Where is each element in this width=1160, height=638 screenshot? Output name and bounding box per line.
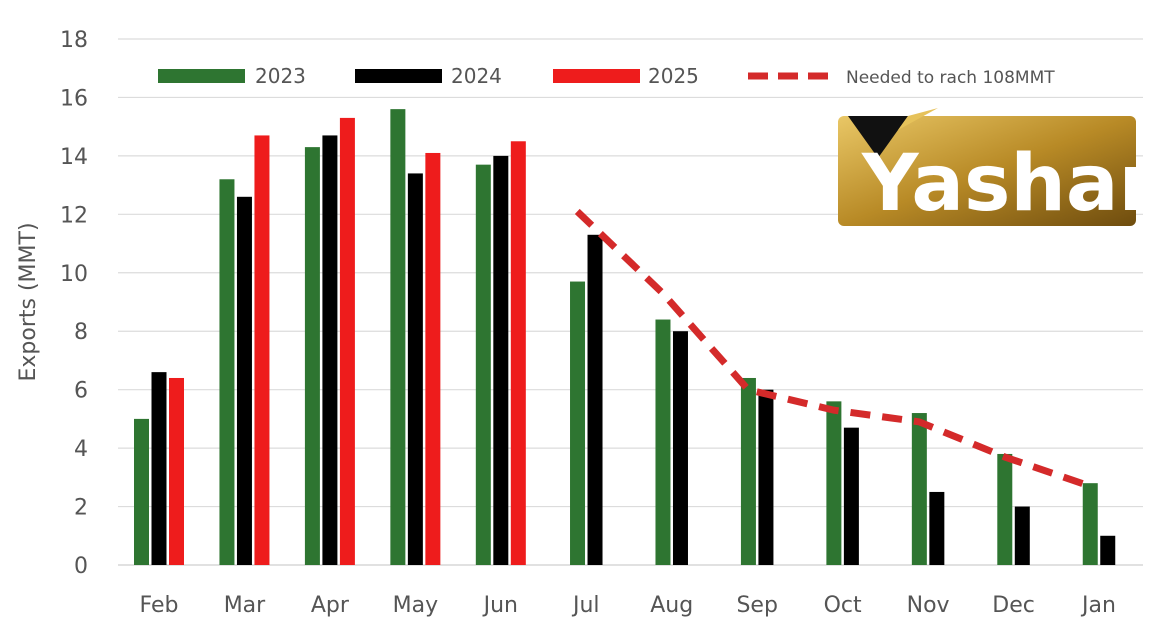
y-tick-label: 8 [74, 320, 88, 345]
bar-2023-oct [826, 401, 842, 565]
legend-label: 2025 [648, 64, 699, 88]
x-tick-label: Apr [311, 593, 350, 618]
x-tick-label: Jul [571, 593, 600, 618]
x-axis-ticks: Feb Mar Apr May Jun Jul Aug Sep Oct Nov Dec Jan [140, 593, 1116, 618]
bar-2025-feb [169, 377, 184, 565]
x-tick-label: Feb [140, 593, 179, 618]
bar-2023-jan [1082, 483, 1098, 565]
bar-2024-jan [1100, 535, 1116, 565]
bar-2023-aug [655, 319, 671, 565]
needed-line [574, 208, 1092, 490]
x-tick-label: Mar [224, 593, 266, 618]
bar-2023-feb [134, 418, 149, 565]
x-tick-label: Oct [824, 593, 862, 618]
legend: 2023 2024 2025 Needed to rach 108MMT [158, 64, 1055, 88]
bar-2024-oct [843, 427, 859, 565]
x-tick-label: Jan [1080, 593, 1116, 618]
bars [134, 109, 1116, 566]
legend-swatch-2024 [355, 69, 442, 83]
bar-2024-may [407, 173, 423, 565]
x-tick-label: Aug [650, 593, 693, 618]
bar-2024-jun [493, 155, 509, 565]
y-tick-label: 18 [60, 28, 88, 53]
logo-accent-icon [898, 108, 938, 130]
x-tick-label: Sep [736, 593, 777, 618]
logo-background [838, 116, 1136, 226]
y-tick-label: 6 [74, 379, 88, 404]
bar-2023-jun [475, 164, 491, 565]
y-axis-ticks: 0 2 4 6 8 10 12 14 16 18 [60, 28, 88, 579]
y-tick-label: 16 [60, 86, 88, 111]
bar-2024-aug [672, 331, 688, 565]
bar-2024-feb [151, 372, 167, 565]
x-tick-label: May [393, 593, 438, 618]
bar-2024-dec [1014, 506, 1030, 565]
bar-2024-apr [322, 135, 338, 565]
bar-2024-mar [236, 196, 252, 566]
y-tick-label: 12 [60, 203, 88, 228]
y-tick-label: 10 [60, 262, 88, 287]
bar-2023-nov [911, 413, 927, 565]
x-tick-label: Dec [992, 593, 1035, 618]
bar-2023-jul [570, 281, 586, 565]
bar-2025-may [425, 152, 441, 565]
legend-swatch-2025 [553, 69, 640, 83]
bar-2025-apr [339, 117, 355, 566]
logo-text: Yashar [861, 139, 1136, 228]
gridlines [118, 38, 1143, 566]
bar-2023-dec [997, 453, 1013, 565]
bar-2023-apr [304, 147, 320, 565]
needed-line-path [574, 208, 1092, 490]
bar-2023-sep [740, 377, 756, 565]
legend-label: Needed to rach 108MMT [846, 68, 1055, 88]
bar-2023-may [390, 109, 406, 565]
bar-2025-mar [254, 135, 270, 565]
legend-label: 2023 [255, 64, 306, 88]
y-tick-label: 0 [74, 554, 88, 579]
y-tick-label: 2 [74, 496, 88, 521]
legend-label: 2024 [451, 64, 502, 88]
legend-swatch-2023 [158, 69, 245, 83]
x-tick-label: Nov [907, 593, 950, 618]
bar-2024-nov [929, 491, 945, 565]
bar-2025-jun [510, 141, 526, 565]
bar-2024-sep [758, 389, 774, 565]
y-tick-label: 4 [74, 437, 88, 462]
yashar-logo: Yashar [838, 108, 1136, 228]
y-tick-label: 14 [60, 145, 88, 170]
bar-2024-jul [587, 234, 603, 566]
y-axis-label: Exports (MMT) [16, 222, 41, 381]
bar-2023-mar [219, 179, 235, 565]
x-tick-label: Jun [482, 593, 518, 618]
logo-mark-icon [848, 116, 908, 158]
